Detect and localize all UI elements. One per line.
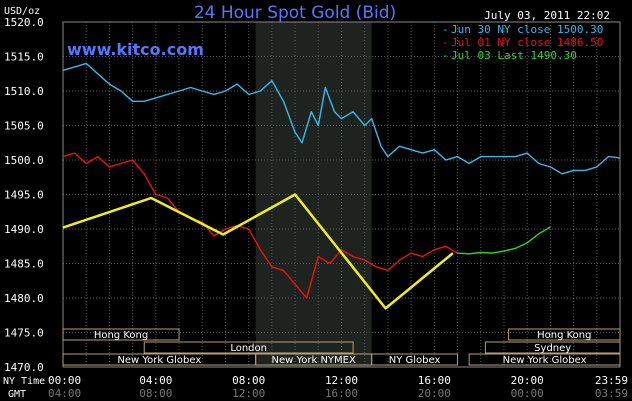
x-tick-label-gmt: 16:00 bbox=[325, 387, 358, 400]
x-tick-label-ny: 08:00 bbox=[232, 374, 265, 387]
x-tick-label-gmt: 03:59 bbox=[595, 387, 628, 400]
axes: 1520.0 1515.0 1510.0 1505.0 1500.0 1495.0 1490… bbox=[4, 16, 628, 400]
legend: - Jun 30 NY close 1500.30 - Jul 01 NY cl… bbox=[442, 23, 603, 62]
session-box bbox=[484, 341, 621, 354]
session-box bbox=[143, 341, 354, 354]
legend-entry-1: Jun 30 NY close 1500.30 bbox=[451, 23, 603, 36]
x-tick-label-gmt: 04:00 bbox=[48, 387, 81, 400]
series-line-1 bbox=[62, 62, 621, 175]
x-tick-label-gmt: 00:00 bbox=[511, 387, 544, 400]
legend-marker-3: - bbox=[442, 49, 449, 62]
series-line-2 bbox=[62, 152, 458, 299]
session-label: New York Globex bbox=[117, 355, 201, 366]
series-line-3 bbox=[457, 226, 551, 255]
legend-marker-1: - bbox=[442, 23, 449, 36]
session-label: Sydney bbox=[534, 343, 571, 354]
y-tick-label: 1505.0 bbox=[4, 120, 44, 133]
x-tick-label-ny: 04:00 bbox=[139, 374, 172, 387]
watermark-text: www.kitco.com bbox=[67, 40, 204, 59]
y-tick-label: 1475.0 bbox=[4, 327, 44, 340]
y-tick-label: 1490.0 bbox=[4, 223, 44, 236]
nymex-session-band bbox=[255, 22, 372, 367]
session-box bbox=[62, 328, 180, 341]
y-tick-label: 1515.0 bbox=[4, 51, 44, 64]
plot-border bbox=[62, 21, 621, 368]
legend-entry-3: Jul 03 Last 1490.30 bbox=[451, 49, 577, 62]
y-tick-label: 1480.0 bbox=[4, 292, 44, 305]
x-tick-label-gmt: 20:00 bbox=[418, 387, 451, 400]
session-label: Hong Kong bbox=[537, 330, 591, 341]
x-tick-label-ny: 16:00 bbox=[418, 374, 451, 387]
legend-entry-2: Jul 01 NY close 1486.50 bbox=[451, 36, 603, 49]
y-tick-label: 1520.0 bbox=[4, 16, 44, 29]
units-label: USD/oz bbox=[4, 6, 40, 17]
gmt-label: GMT bbox=[8, 389, 26, 400]
x-tick-label-ny: 00:00 bbox=[48, 374, 81, 387]
y-tick-label: 1510.0 bbox=[4, 85, 44, 98]
session-label: Hong Kong bbox=[94, 330, 148, 341]
y-tick-label: 1500.0 bbox=[4, 154, 44, 167]
session-label: New York NYMEX bbox=[271, 355, 356, 366]
x-tick-label-ny: 20:00 bbox=[511, 374, 544, 387]
y-tick-label: 1485.0 bbox=[4, 258, 44, 271]
ny-time-label: NY Time bbox=[3, 376, 45, 387]
session-box bbox=[371, 353, 459, 366]
session-label: New York Globex bbox=[503, 355, 587, 366]
session-label: London bbox=[230, 343, 267, 354]
y-tick-label: 1495.0 bbox=[4, 189, 44, 202]
y-tick-label: 1470.0 bbox=[4, 361, 44, 374]
plot-area bbox=[62, 21, 621, 368]
session-box bbox=[508, 328, 621, 341]
legend-marker-2: - bbox=[442, 36, 449, 49]
x-tick-label-ny: 12:00 bbox=[325, 374, 358, 387]
session-label: NY Globex bbox=[389, 355, 441, 366]
x-tick-label-gmt: 12:00 bbox=[232, 387, 265, 400]
chart-title: 24 Hour Spot Gold (Bid) bbox=[194, 3, 396, 23]
date-timestamp: July 03, 2011 22:02 bbox=[484, 9, 610, 22]
x-tick-label-ny: 23:59 bbox=[595, 374, 628, 387]
x-tick-label-gmt: 08:00 bbox=[139, 387, 172, 400]
series-line-4 bbox=[62, 193, 454, 310]
session-box bbox=[468, 353, 621, 366]
